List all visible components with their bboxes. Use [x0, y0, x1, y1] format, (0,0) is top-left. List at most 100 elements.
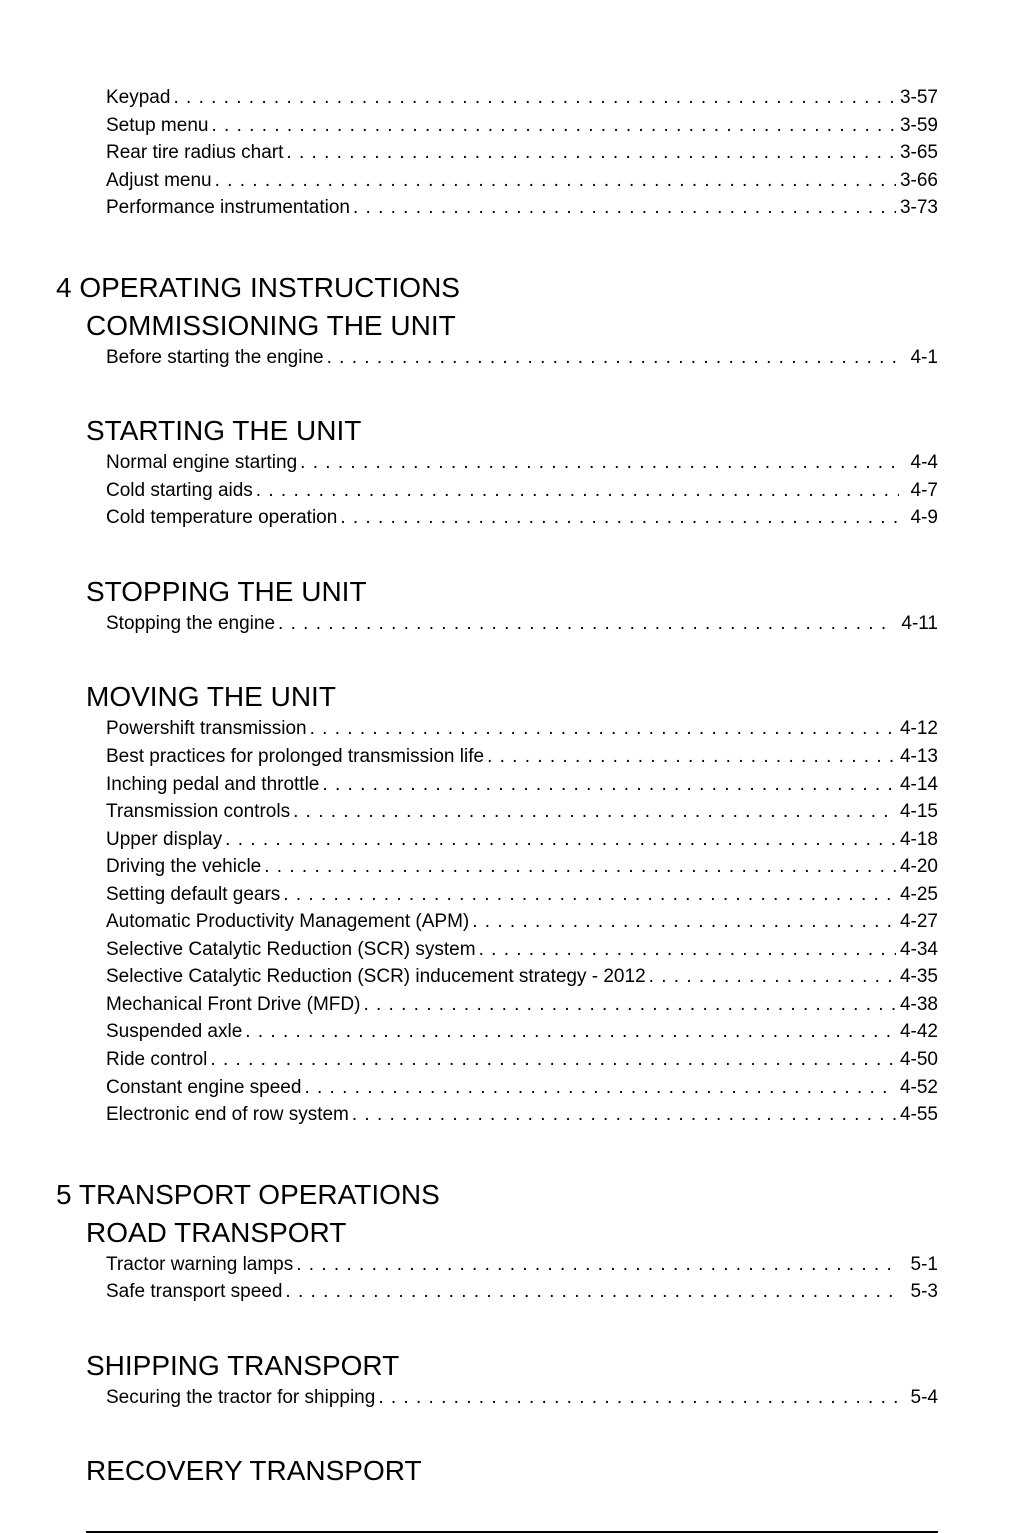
toc-entry: Rear tire radius chart 3-65: [86, 139, 938, 167]
toc-entry-page: 4-9: [899, 504, 938, 532]
toc-entry-label: Automatic Productivity Management (APM): [106, 908, 469, 936]
toc-entry-page: 4-4: [899, 449, 938, 477]
toc-entry: Best practices for prolonged transmissio…: [86, 743, 938, 771]
toc-leader-dots: [350, 194, 896, 222]
toc-entry: Upper display4-18: [86, 826, 938, 854]
toc-entry-page: 4-38: [896, 991, 938, 1019]
chapter-title: 4 OPERATING INSTRUCTIONS: [56, 272, 938, 304]
toc-entry-label: Ride control: [106, 1046, 207, 1074]
toc-entry-page: 4-14: [896, 771, 938, 799]
toc-entry-label: Securing the tractor for shipping: [106, 1384, 375, 1412]
toc-entry-page: 4-42: [896, 1018, 938, 1046]
toc-entry-label: Normal engine starting: [106, 449, 297, 477]
toc-leader-dots: [337, 504, 898, 532]
toc-entry-label: Adjust menu: [106, 167, 212, 195]
toc-leader-dots: [349, 1101, 896, 1129]
toc-leader-dots: [319, 771, 896, 799]
toc-entry-page: 4-34: [896, 936, 938, 964]
toc-entry-page: 3-57: [896, 84, 938, 112]
toc-section-block: COMMISSIONING THE UNITBefore starting th…: [86, 310, 938, 372]
toc-leader-dots: [212, 167, 896, 195]
section-title: MOVING THE UNIT: [86, 681, 938, 713]
toc-entry-label: Cold starting aids: [106, 477, 253, 505]
toc-entry-page: 3-65: [896, 139, 938, 167]
toc-entry-page: 4-20: [896, 853, 938, 881]
toc-entry-page: 5-4: [899, 1384, 938, 1412]
toc-entry-label: Rear tire radius chart: [106, 139, 283, 167]
toc-entry: Keypad 3-57: [86, 84, 938, 112]
toc-entry: Performance instrumentation 3-73: [86, 194, 938, 222]
toc-entry: Stopping the engine4-11: [86, 610, 938, 638]
toc-entry: Selective Catalytic Reduction (SCR) indu…: [86, 963, 938, 991]
toc-leader-dots: [293, 1251, 898, 1279]
toc-section-block: STOPPING THE UNITStopping the engine4-11: [86, 576, 938, 638]
toc-entry-label: Setup menu: [106, 112, 208, 140]
toc-entry-label: Stopping the engine: [106, 610, 275, 638]
toc-leader-dots: [646, 963, 896, 991]
toc-section-block: ROAD TRANSPORTTractor warning lamps5-1Sa…: [86, 1217, 938, 1306]
toc-entry-label: Driving the vehicle: [106, 853, 261, 881]
toc-entry-label: Constant engine speed: [106, 1074, 301, 1102]
toc-intro-block: Keypad 3-57Setup menu3-59Rear tire radius…: [86, 84, 938, 222]
toc-entry: Cold starting aids 4-7: [86, 477, 938, 505]
toc-entry-label: Cold temperature operation: [106, 504, 337, 532]
toc-entry-page: 3-73: [896, 194, 938, 222]
toc-entry-label: Setting default gears: [106, 881, 280, 909]
section-title: COMMISSIONING THE UNIT: [86, 310, 938, 342]
toc-entry: Inching pedal and throttle 4-14: [86, 771, 938, 799]
toc-leader-dots: [476, 936, 896, 964]
toc-entry-page: 4-55: [896, 1101, 938, 1129]
toc-leader-dots: [282, 1278, 898, 1306]
toc-leader-dots: [170, 84, 896, 112]
toc-entry: Ride control4-50: [86, 1046, 938, 1074]
section-title: ROAD TRANSPORT: [86, 1217, 938, 1249]
toc-entry-label: Selective Catalytic Reduction (SCR) indu…: [106, 963, 646, 991]
toc-section-block: STARTING THE UNITNormal engine starting4…: [86, 415, 938, 532]
toc-leader-dots: [307, 715, 896, 743]
toc-entry-label: Selective Catalytic Reduction (SCR) syst…: [106, 936, 476, 964]
toc-entry-label: Before starting the engine: [106, 344, 324, 372]
toc-leader-dots: [290, 798, 896, 826]
toc-entry-label: Suspended axle: [106, 1018, 242, 1046]
toc-entry: Tractor warning lamps5-1: [86, 1251, 938, 1279]
toc-leader-dots: [280, 881, 896, 909]
toc-entry-label: Performance instrumentation: [106, 194, 350, 222]
toc-leader-dots: [275, 610, 889, 638]
toc-entry: Setting default gears 4-25: [86, 881, 938, 909]
toc-section-block: RECOVERY TRANSPORT: [86, 1455, 938, 1487]
toc-chapters: 4 OPERATING INSTRUCTIONSCOMMISSIONING TH…: [86, 272, 938, 1488]
toc-entry-page: 4-1: [899, 344, 938, 372]
toc-entry: Driving the vehicle 4-20: [86, 853, 938, 881]
toc-leader-dots: [484, 743, 896, 771]
toc-entry-page: 4-35: [896, 963, 938, 991]
toc-entry-page: 4-7: [899, 477, 938, 505]
toc-leader-dots: [207, 1046, 896, 1074]
toc-entry: Powershift transmission4-12: [86, 715, 938, 743]
toc-leader-dots: [253, 477, 899, 505]
toc-leader-dots: [360, 991, 896, 1019]
toc-leader-dots: [208, 112, 896, 140]
toc-leader-dots: [375, 1384, 898, 1412]
toc-entry: Selective Catalytic Reduction (SCR) syst…: [86, 936, 938, 964]
toc-entry-label: Inching pedal and throttle: [106, 771, 319, 799]
toc-entry-page: 4-52: [896, 1074, 938, 1102]
toc-leader-dots: [324, 344, 899, 372]
toc-entry-page: 4-15: [896, 798, 938, 826]
toc-entry-label: Keypad: [106, 84, 170, 112]
toc-entry: Transmission controls 4-15: [86, 798, 938, 826]
toc-entry: Setup menu3-59: [86, 112, 938, 140]
toc-entry-label: Transmission controls: [106, 798, 290, 826]
toc-entry-label: Best practices for prolonged transmissio…: [106, 743, 484, 771]
toc-entry-page: 4-13: [896, 743, 938, 771]
toc-entry: Normal engine starting 4-4: [86, 449, 938, 477]
toc-leader-dots: [297, 449, 898, 477]
toc-entry: Constant engine speed 4-52: [86, 1074, 938, 1102]
toc-entry-page: 4-25: [896, 881, 938, 909]
toc-entry-page: 5-3: [899, 1278, 938, 1306]
toc-leader-dots: [283, 139, 896, 167]
toc-entry-label: Powershift transmission: [106, 715, 307, 743]
toc-entry-page: 4-18: [896, 826, 938, 854]
toc-entry-label: Tractor warning lamps: [106, 1251, 293, 1279]
toc-entry: Automatic Productivity Management (APM)4…: [86, 908, 938, 936]
toc-entry-page: 3-66: [896, 167, 938, 195]
